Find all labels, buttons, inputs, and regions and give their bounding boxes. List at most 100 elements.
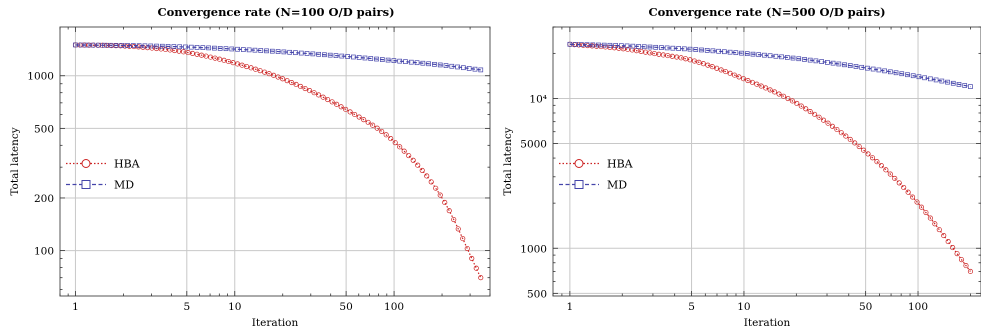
data-point-md	[687, 46, 693, 52]
data-point-hba	[379, 128, 385, 134]
data-point-md	[206, 45, 211, 51]
data-point-md	[664, 45, 670, 51]
data-point-hba	[253, 66, 259, 72]
legend-entry-hba: HBA	[66, 158, 141, 171]
data-point-hba	[767, 87, 773, 93]
data-point-hba	[473, 265, 479, 271]
data-point-hba	[464, 245, 470, 252]
data-point-hba	[691, 58, 698, 64]
data-point-md	[636, 44, 641, 49]
data-point-md	[142, 43, 148, 49]
data-point-md	[379, 57, 385, 62]
data-point-hba	[709, 64, 715, 70]
data-point-hba	[838, 130, 844, 136]
data-point-md	[722, 49, 727, 55]
data-point-hba	[754, 81, 760, 87]
data-point-hba	[424, 173, 430, 179]
data-point-md	[813, 58, 819, 64]
data-point-md	[281, 49, 287, 55]
data-point-md	[269, 48, 275, 54]
data-point-hba	[271, 72, 277, 78]
x-tick-label: 10	[228, 301, 241, 313]
data-point-md	[699, 47, 704, 53]
data-point-hba	[307, 88, 313, 94]
legend-label: MD	[114, 179, 134, 192]
data-point-md	[681, 46, 687, 52]
chart-panel-left: Convergence rate (N=100 O/D pairs) 1 5 10 50…	[9, 5, 491, 329]
y-axis-label: Total latency	[502, 127, 514, 195]
data-point-md	[333, 53, 339, 58]
data-point-hba	[356, 114, 362, 120]
data-point-hba	[798, 103, 804, 109]
chart-title: Convergence rate (N=100 O/D pairs)	[157, 5, 394, 19]
data-point-hba	[869, 155, 876, 161]
data-point-md	[200, 45, 206, 50]
x-tick-label: 50	[859, 301, 872, 313]
data-point-hba	[334, 101, 340, 107]
data-point-md	[73, 42, 78, 48]
legend-label: HBA	[607, 158, 634, 171]
data-point-hba	[325, 96, 331, 103]
data-point-md	[928, 76, 933, 82]
data-point-hba	[388, 136, 394, 142]
data-point-hba	[696, 59, 702, 65]
data-point-hba	[442, 199, 448, 206]
data-point-hba	[700, 61, 706, 67]
data-point-hba	[365, 119, 371, 125]
data-point-md	[573, 42, 578, 47]
data-point-hba	[446, 208, 452, 214]
data-point-hba	[226, 58, 232, 65]
data-point-hba	[718, 67, 724, 73]
data-point-hba	[262, 69, 268, 75]
data-point-hba	[244, 63, 250, 70]
data-point-md	[767, 53, 773, 59]
data-point-md	[853, 64, 859, 69]
y-tick-label: 500	[527, 288, 547, 300]
data-point-hba	[861, 147, 867, 153]
data-point-md	[217, 46, 223, 51]
data-point-hba	[478, 275, 484, 281]
data-point-md	[607, 42, 613, 48]
data-point-hba	[740, 76, 746, 82]
chart-panel-right: Convergence rate (N=500 O/D pairs) 1 5 10 50…	[502, 5, 981, 329]
data-point-md	[96, 42, 101, 48]
data-point-hba	[289, 79, 295, 86]
data-point-md	[710, 48, 716, 54]
data-point-md	[693, 47, 699, 52]
legend-circle-marker	[81, 159, 91, 168]
data-point-md	[212, 45, 217, 51]
data-point-hba	[316, 92, 322, 98]
data-point-md	[455, 64, 460, 70]
data-point-hba	[266, 71, 272, 77]
data-point-md	[356, 55, 362, 60]
x-tick-label: 1	[72, 301, 79, 313]
data-point-hba	[936, 227, 942, 233]
data-point-md	[275, 49, 281, 54]
data-point-md	[847, 63, 853, 68]
data-point-hba	[392, 140, 398, 146]
data-point-hba	[320, 94, 326, 100]
data-point-hba	[338, 104, 344, 110]
data-point-hba	[714, 65, 720, 71]
data-point-hba	[298, 83, 304, 90]
data-point-hba	[374, 125, 380, 131]
data-point-md	[905, 72, 910, 78]
data-point-hba	[687, 57, 693, 63]
data-point-md	[619, 43, 624, 49]
data-point-md	[865, 65, 870, 71]
data-point-md	[420, 60, 426, 66]
data-point-md	[293, 50, 298, 56]
data-point-hba	[460, 236, 466, 242]
data-point-hba	[731, 72, 738, 78]
data-point-hba	[705, 62, 711, 68]
data-point-hba	[419, 167, 425, 173]
data-point-md	[229, 46, 235, 52]
data-point-hba	[352, 111, 358, 118]
data-point-md	[310, 51, 316, 57]
data-point-md	[624, 43, 630, 49]
data-point-md	[90, 42, 96, 48]
y-tick-label: 1000	[27, 71, 54, 83]
data-point-md	[165, 44, 171, 49]
data-point-hba	[914, 199, 920, 205]
data-point-hba	[347, 109, 353, 115]
